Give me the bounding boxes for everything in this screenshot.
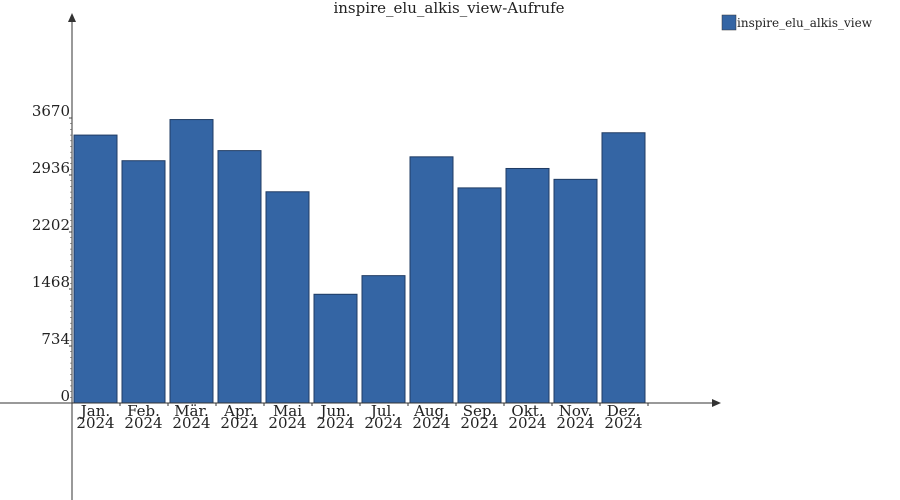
x-tick-label-year: 2024 <box>460 414 498 432</box>
bar-jun <box>313 293 358 404</box>
x-tick-label-year: 2024 <box>76 414 114 432</box>
x-tick-label-month: Mai <box>273 402 302 420</box>
x-tick-label-month: Jun. <box>318 402 350 420</box>
legend-label: inspire_elu_alkis_view <box>737 16 873 30</box>
bar-apr <box>217 150 262 404</box>
y-tick-label: 2936 <box>32 159 70 177</box>
y-axis-arrow-icon <box>68 13 76 22</box>
x-tick-label-year: 2024 <box>412 414 450 432</box>
bar-jul <box>361 275 406 404</box>
x-tick-label-year: 2024 <box>364 414 402 432</box>
x-tick-label-month: Sep. <box>463 402 497 420</box>
bar-aug <box>409 156 454 404</box>
bar-sep <box>457 187 502 404</box>
ticks-layer: 07341468220229363670Jan.2024Feb.2024Mär.… <box>32 102 649 432</box>
bar-mär <box>169 119 214 404</box>
bar-dez <box>601 132 646 404</box>
x-axis-arrow-icon <box>712 399 721 407</box>
y-tick-label: 734 <box>41 330 70 348</box>
y-tick-label: 3670 <box>32 102 70 120</box>
x-tick-label-month: Nov. <box>559 402 593 420</box>
y-tick-label: 0 <box>60 387 70 405</box>
y-tick-label: 2202 <box>32 216 70 234</box>
x-tick-label-year: 2024 <box>124 414 162 432</box>
bar-jan <box>73 134 118 404</box>
bars-layer <box>73 119 646 404</box>
x-tick-label-year: 2024 <box>604 414 642 432</box>
bar-mai <box>265 191 310 404</box>
bar-nov <box>553 178 598 404</box>
legend-swatch <box>721 14 737 31</box>
x-tick-label-month: Jul. <box>369 402 396 420</box>
x-tick-label-year: 2024 <box>268 414 306 432</box>
legend: inspire_elu_alkis_view <box>721 14 873 31</box>
bar-okt <box>505 167 550 404</box>
axes-layer <box>0 13 721 500</box>
x-tick-label-year: 2024 <box>508 414 546 432</box>
x-tick-label-year: 2024 <box>172 414 210 432</box>
x-tick-label-year: 2024 <box>556 414 594 432</box>
chart-title: inspire_elu_alkis_view-Aufrufe <box>333 0 564 17</box>
x-tick-label-month: Jan. <box>79 402 110 420</box>
bar-feb <box>121 160 166 404</box>
x-tick-label-year: 2024 <box>316 414 354 432</box>
x-tick-label-month: Okt. <box>511 402 543 420</box>
x-tick-label-month: Aug. <box>413 402 449 420</box>
x-tick-label-month: Apr. <box>223 402 255 420</box>
x-tick-label-month: Mär. <box>174 402 209 420</box>
y-tick-label: 1468 <box>32 273 70 291</box>
x-tick-label-month: Feb. <box>127 402 160 420</box>
x-tick-label-month: Dez. <box>607 402 641 420</box>
x-tick-label-year: 2024 <box>220 414 258 432</box>
